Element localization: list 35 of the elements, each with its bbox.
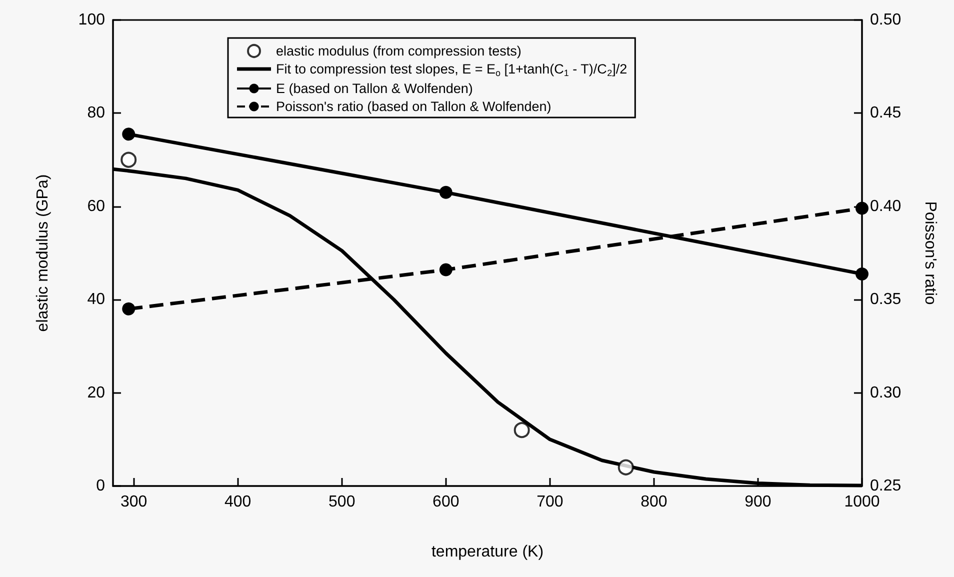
- y2-tick-label: 0.50: [870, 12, 902, 28]
- x-tick-label: 600: [432, 494, 460, 510]
- y2-tick-label: 0.45: [870, 104, 902, 122]
- y-tick-label: 60: [87, 198, 106, 215]
- point: [439, 263, 452, 276]
- legend-label: elastic modulus (from compression tests): [276, 44, 522, 58]
- y-axis-title: elastic modulus (GPa): [34, 174, 52, 332]
- point: [618, 459, 634, 476]
- y2-tick-label: 0.35: [870, 291, 902, 308]
- y-tick-label: 20: [87, 384, 106, 402]
- x-axis-title: temperature (K): [431, 544, 544, 560]
- point: [122, 302, 136, 316]
- y-tick-label: 40: [87, 291, 106, 308]
- y-tick-label: 80: [87, 104, 106, 122]
- point: [856, 202, 868, 215]
- y2-axis-title: Poisson's ratio: [922, 201, 938, 305]
- y-tick-label: 0: [96, 478, 106, 494]
- y2-tick-label: 0.30: [870, 384, 902, 402]
- point: [122, 128, 136, 141]
- point: [120, 152, 137, 168]
- y-tick-label: 100: [78, 12, 106, 28]
- point: [856, 267, 868, 280]
- x-tick-label: 500: [328, 494, 356, 510]
- x-tick-label: 900: [744, 494, 772, 510]
- point: [439, 186, 452, 199]
- legend-label: Poisson's ratio (based on Tallon & Wolfenden): [276, 99, 552, 114]
- x-tick-label: 400: [224, 494, 252, 510]
- legend-label: E (based on Tallon & Wolfenden): [276, 81, 473, 96]
- y2-tick-label: 0.25: [870, 478, 902, 494]
- x-tick-label: 300: [120, 494, 148, 510]
- x-tick-label: 700: [536, 494, 564, 510]
- point: [514, 422, 530, 438]
- y2-tick-label: 0.40: [870, 198, 902, 215]
- x-tick-label: 1000: [844, 494, 880, 510]
- x-tick-label: 800: [640, 494, 668, 510]
